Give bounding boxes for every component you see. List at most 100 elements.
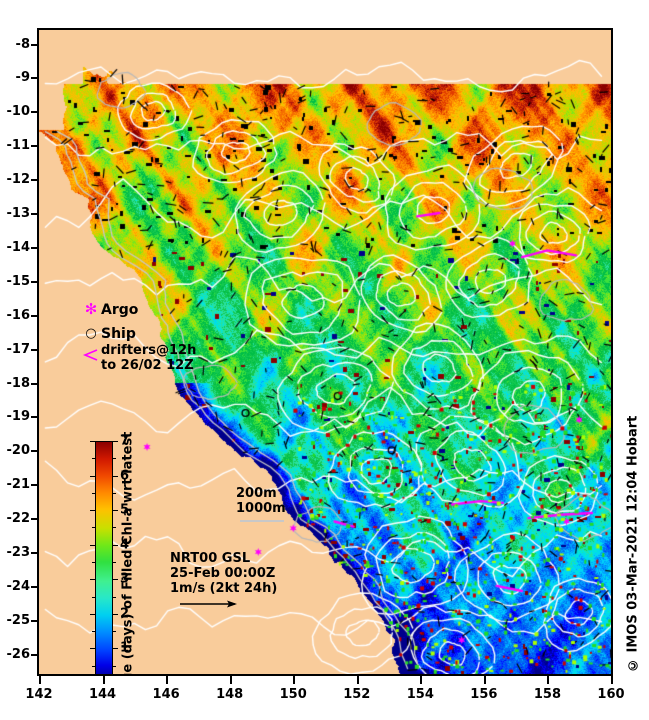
legend-label-ship: Ship (101, 325, 136, 342)
y-axis-tick-label: -13 (6, 206, 31, 222)
x-axis-tick (229, 676, 232, 684)
y-axis-tick-label: -25 (6, 612, 31, 628)
legend-label-argo: Argo (101, 301, 139, 318)
x-axis-tick-label: 152 (343, 687, 371, 702)
x-axis-tick-label: 160 (597, 687, 625, 702)
ship-marker-icon: ○ (85, 326, 97, 341)
y-axis-tick-label: -26 (6, 646, 31, 662)
x-axis-tick (293, 676, 296, 684)
colorbar-minor-tick (113, 562, 116, 563)
colorbar-tick-label: 2 (120, 606, 130, 622)
y-axis-tick (31, 416, 39, 419)
y-axis-tick (31, 653, 39, 656)
colorbar-minor-tick (92, 492, 95, 494)
x-axis-tick-label: 146 (152, 687, 180, 702)
map-title-variable: Chlorophyll-a (295, 673, 408, 674)
colorbar-minor-tick (92, 527, 95, 529)
argo-marker-icon: ✻ (84, 300, 98, 318)
colorbar-tick (113, 544, 118, 546)
legend-drifters-line2: to 26/02 12Z (101, 358, 194, 373)
map-legend: ✻ Argo ○ Ship drifters@12h to 26/02 12Z (81, 300, 211, 374)
x-axis-tick (102, 676, 105, 684)
velocity-line2: 25-Feb 00:00Z (170, 566, 276, 581)
colorbar-minor-tick (92, 631, 95, 633)
y-axis-tick-label: -11 (6, 138, 31, 154)
x-axis-tick-label: 156 (470, 687, 498, 702)
y-axis-tick (31, 43, 39, 46)
colorbar-minor-tick (92, 562, 95, 563)
colorbar-tick (90, 475, 95, 477)
y-axis-tick-label: -8 (15, 36, 30, 52)
x-axis-tick-label: 142 (25, 687, 53, 702)
colorbar-tick (90, 510, 95, 512)
velocity-scale-annotation: NRT00 GSL 25-Feb 00:00Z 1m/s (2kt 24h) (170, 551, 277, 596)
colorbar-tick (90, 579, 95, 581)
colorbar-tick-label: 6 (120, 468, 130, 484)
colorbar-tick (113, 475, 118, 477)
y-axis-tick (31, 314, 39, 317)
colorbar (95, 441, 113, 674)
colorbar-tick (90, 648, 95, 650)
colorbar-gradient (95, 441, 113, 674)
y-axis-tick (31, 348, 39, 351)
y-axis-tick (31, 484, 39, 487)
map-plot-area[interactable]: ✻ Argo ○ Ship drifters@12h to 26/02 12Z … (37, 28, 613, 676)
y-axis-tick (31, 179, 39, 182)
velocity-line3: 1m/s (2kt 24h) (170, 581, 278, 596)
colorbar-tick-label: 4 (120, 537, 130, 553)
x-axis-tick-label: 150 (279, 687, 307, 702)
velocity-scale-arrow-icon (180, 600, 237, 608)
x-axis-tick (39, 676, 41, 684)
depth-line2: 1000m (236, 501, 286, 516)
imos-credit: © IMOS 03-Mar-2021 12:04 Hobart (625, 415, 641, 672)
y-axis-tick-label: -20 (6, 443, 31, 459)
y-axis-tick (31, 585, 39, 588)
y-axis-tick-label: -14 (6, 239, 31, 255)
y-axis-tick (31, 246, 39, 249)
y-axis-tick-label: -19 (6, 409, 31, 425)
y-axis-tick-label: -18 (6, 375, 31, 391)
colorbar-tick-label: 3 (120, 571, 130, 587)
y-axis-tick (31, 518, 39, 521)
colorbar-tick (90, 441, 95, 442)
colorbar-tick (113, 510, 118, 512)
chlorophyll-raster (39, 30, 611, 674)
depth-contour-annotation: 200m 1000m (236, 486, 286, 516)
y-axis-tick (31, 619, 39, 622)
y-axis-tick (31, 111, 39, 114)
y-axis-tick-label: -17 (6, 341, 31, 357)
colorbar-minor-tick (92, 665, 95, 667)
y-axis-tick (31, 382, 39, 385)
drifter-arrow-icon (82, 349, 98, 361)
y-axis-tick (31, 280, 39, 283)
y-axis-tick-label: -16 (6, 307, 31, 323)
colorbar-minor-tick (92, 596, 95, 598)
y-axis-tick-label: -22 (6, 511, 31, 527)
y-axis-tick (31, 145, 39, 148)
x-axis-tick (420, 676, 423, 684)
y-axis-tick-label: -15 (6, 273, 31, 289)
colorbar-minor-tick (113, 596, 116, 598)
colorbar-tick-label: 5 (120, 502, 130, 518)
y-axis-tick (31, 551, 39, 554)
colorbar-minor-tick (113, 527, 116, 529)
y-axis-tick (31, 450, 39, 453)
colorbar-minor-tick (113, 665, 116, 667)
y-axis-tick-label: -21 (6, 477, 31, 493)
x-axis-tick (166, 676, 169, 684)
x-axis-tick-label: 148 (216, 687, 244, 702)
x-axis-tick-label: 154 (406, 687, 434, 702)
legend-drifters-line1: drifters@12h (101, 343, 197, 358)
colorbar-tick (113, 441, 118, 442)
legend-item-argo: ✻ Argo (81, 300, 211, 319)
colorbar-minor-tick (113, 458, 116, 460)
y-axis-tick (31, 213, 39, 216)
y-axis-tick (31, 77, 39, 80)
colorbar-tick (113, 648, 118, 650)
y-axis-tick-label: -12 (6, 172, 31, 188)
map-title: Chlorophyll-a 25 Feb 2021 (295, 673, 408, 674)
x-axis-tick-label: 158 (533, 687, 561, 702)
y-axis-tick-label: -10 (6, 104, 31, 120)
velocity-line1: NRT00 GSL (170, 551, 251, 566)
